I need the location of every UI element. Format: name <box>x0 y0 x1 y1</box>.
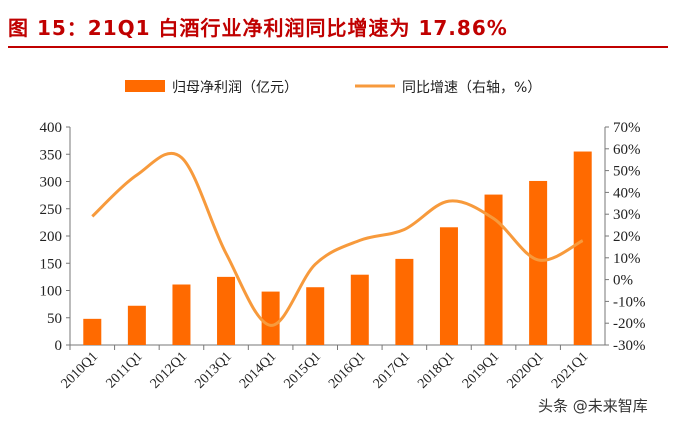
right-tick-label: 20% <box>613 229 641 245</box>
x-tick-label: 2015Q1 <box>282 349 325 392</box>
right-tick-label: 10% <box>613 251 641 267</box>
left-tick-label: 150 <box>40 256 63 272</box>
left-tick-label: 0 <box>55 338 63 354</box>
x-tick-label: 2010Q1 <box>59 349 102 392</box>
legend-line-label: 同比增速（右轴，%） <box>402 80 541 96</box>
left-tick-label: 200 <box>40 229 63 245</box>
x-tick-label: 2011Q1 <box>104 349 146 391</box>
bar-2015Q1 <box>306 287 325 345</box>
right-tick-label: -20% <box>613 316 646 332</box>
x-tick-label: 2018Q1 <box>415 349 458 392</box>
title-rule <box>8 46 668 48</box>
legend-bar-label: 归母净利润（亿元） <box>172 79 298 96</box>
x-tick-label: 2014Q1 <box>237 349 280 392</box>
x-tick-label: 2016Q1 <box>326 349 369 392</box>
x-tick-label: 2019Q1 <box>460 349 503 392</box>
right-tick-label: 70% <box>613 120 641 136</box>
bar-2019Q1 <box>484 194 503 345</box>
chart-title: 图 15：21Q1 白酒行业净利润同比增速为 17.86% <box>8 16 508 40</box>
right-tick-label: -10% <box>613 294 646 310</box>
left-tick-label: 100 <box>40 284 63 300</box>
x-tick-label: 2020Q1 <box>504 349 547 392</box>
right-tick-label: -30% <box>613 338 646 354</box>
watermark: 头条 @未来智库 <box>538 397 648 415</box>
right-tick-label: 60% <box>613 142 641 158</box>
bar-2013Q1 <box>217 276 236 345</box>
bar-2012Q1 <box>172 284 191 345</box>
left-tick-label: 400 <box>40 120 63 136</box>
right-tick-label: 0% <box>613 273 633 289</box>
x-tick-label: 2012Q1 <box>148 349 191 392</box>
bar-2017Q1 <box>395 258 414 345</box>
x-tick-label: 2021Q1 <box>549 349 592 392</box>
left-tick-label: 300 <box>40 175 63 191</box>
bar-2014Q1 <box>261 291 280 345</box>
bar-2021Q1 <box>573 151 592 345</box>
left-tick-label: 250 <box>40 202 63 218</box>
bar-2020Q1 <box>529 180 548 345</box>
growth-line <box>91 151 584 327</box>
right-tick-label: 30% <box>613 207 641 223</box>
left-tick-label: 50 <box>47 311 62 327</box>
bar-2011Q1 <box>127 305 146 345</box>
x-tick-label: 2013Q1 <box>192 349 235 392</box>
left-tick-label: 350 <box>40 147 63 163</box>
bar-2010Q1 <box>83 318 102 345</box>
bar-2018Q1 <box>439 227 458 345</box>
right-tick-label: 40% <box>613 185 641 201</box>
x-tick-label: 2017Q1 <box>371 349 414 392</box>
bar-2016Q1 <box>350 274 369 345</box>
right-tick-label: 50% <box>613 164 641 180</box>
legend-bar-swatch <box>125 80 165 92</box>
